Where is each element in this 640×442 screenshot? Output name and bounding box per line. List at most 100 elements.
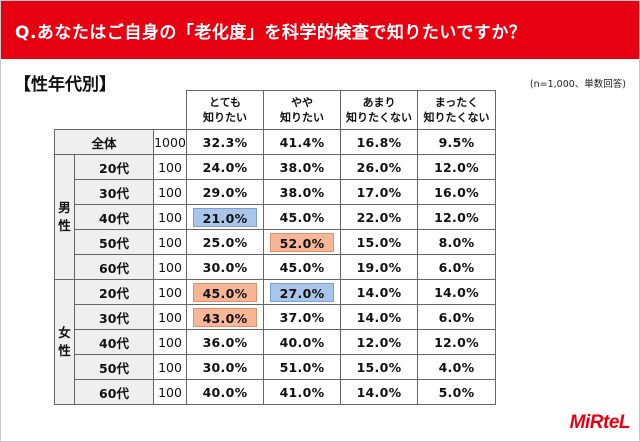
cell-value: 14.0% xyxy=(356,384,402,400)
percentage-cell: 45.0% xyxy=(186,279,264,305)
percentage-cell: 26.0% xyxy=(340,154,418,180)
percentage-cell: 6.0% xyxy=(417,254,496,280)
percentage-cell: 27.0% xyxy=(263,279,341,305)
cell-value: 15.0% xyxy=(356,234,402,250)
sample-size: 100 xyxy=(153,354,187,380)
sample-size: 100 xyxy=(153,229,187,255)
age-label: 30代 xyxy=(74,179,154,205)
cell-value: 16.0% xyxy=(434,184,479,200)
percentage-cell: 45.0% xyxy=(263,204,341,230)
percentage-cell: 51.0% xyxy=(263,354,341,380)
cell-value: 14.0% xyxy=(434,284,479,300)
cell-value: 22.0% xyxy=(356,209,402,225)
column-header: とても 知りたい xyxy=(186,90,264,130)
cell-value: 6.0% xyxy=(438,259,475,275)
cell-value: 38.0% xyxy=(279,159,325,175)
sample-note: (n=1,000、単数回答) xyxy=(529,79,626,90)
cell-value: 30.0% xyxy=(202,259,248,275)
sample-size: 100 xyxy=(153,279,187,305)
percentage-cell: 17.0% xyxy=(340,179,418,205)
table-row: 男性 20代 100 24.0% 38.0% 26.0% 12.0% xyxy=(54,154,496,280)
sample-size: 100 xyxy=(153,304,187,330)
cell-value: 12.0% xyxy=(434,209,479,225)
question-text: Q.あなたはご自身の「老化度」を科学的検査で知りたいですか？ xyxy=(15,22,527,43)
cell-value: 45.0% xyxy=(279,209,325,225)
table-row: 50代 100 30.0% 51.0% 15.0% 4.0% xyxy=(55,354,496,380)
table-row: 60代 100 30.0% 45.0% 19.0% 6.0% xyxy=(55,254,496,280)
sample-size: 100 xyxy=(153,254,187,280)
table-row: 60代 100 40.0% 41.0% 14.0% 5.0% xyxy=(55,379,496,405)
sample-size: 100 xyxy=(153,379,187,405)
cell-value: 5.0% xyxy=(438,384,475,400)
percentage-cell: 52.0% xyxy=(263,229,341,255)
percentage-cell: 12.0% xyxy=(417,154,496,180)
section-title: 【性年代別】 xyxy=(14,75,116,95)
header-blank xyxy=(55,91,187,130)
cell-value: 26.0% xyxy=(356,159,402,175)
percentage-cell: 5.0% xyxy=(417,379,496,405)
sample-size: 100 xyxy=(153,179,187,205)
percentage-cell: 16.0% xyxy=(417,179,496,205)
cell-value: 38.0% xyxy=(279,184,325,200)
highlight-high-value: 43.0% xyxy=(193,307,257,327)
cell-value: 14.0% xyxy=(356,309,402,325)
percentage-cell: 40.0% xyxy=(186,379,264,405)
highlight-low-value: 27.0% xyxy=(270,282,334,302)
percentage-cell: 15.0% xyxy=(340,229,418,255)
gender-group-char: 男 xyxy=(58,200,71,215)
gender-group-label: 男性 xyxy=(54,154,75,280)
percentage-cell: 38.0% xyxy=(263,179,341,205)
cell-value: 25.0% xyxy=(202,234,248,250)
percentage-cell: 14.0% xyxy=(340,304,418,330)
sample-size: 100 xyxy=(153,329,187,355)
cell-value: 12.0% xyxy=(434,334,479,350)
cell-value: 8.0% xyxy=(438,234,475,250)
percentage-cell: 12.0% xyxy=(340,329,418,355)
cell-value: 24.0% xyxy=(202,159,248,175)
cell-value: 40.0% xyxy=(202,384,248,400)
cell-value: 37.0% xyxy=(279,309,325,325)
cell-value: 17.0% xyxy=(356,184,402,200)
cell-value: 45.0% xyxy=(279,259,325,275)
percentage-cell: 22.0% xyxy=(340,204,418,230)
cell-value: 40.0% xyxy=(279,334,325,350)
highlight-high-value: 45.0% xyxy=(193,282,257,302)
cell-value: 12.0% xyxy=(434,159,479,175)
percentage-cell: 30.0% xyxy=(186,354,264,380)
age-label: 20代 xyxy=(74,154,154,180)
cell-value: 6.0% xyxy=(438,309,475,325)
total-value: 9.5% xyxy=(417,129,496,155)
column-header-line2: 知りたい xyxy=(203,111,247,124)
header-row: とても 知りたい やや 知りたい あまり 知りたくない まったく 知りたくない xyxy=(55,90,496,130)
gender-group-char: 性 xyxy=(58,218,71,233)
percentage-cell: 14.0% xyxy=(417,279,496,305)
percentage-cell: 14.0% xyxy=(340,279,418,305)
gender-group-char: 女 xyxy=(58,325,71,340)
percentage-cell: 40.0% xyxy=(263,329,341,355)
age-label: 30代 xyxy=(74,304,154,330)
age-label: 40代 xyxy=(74,204,154,230)
column-header-line1: とても xyxy=(208,96,242,109)
age-label: 50代 xyxy=(74,229,154,255)
age-label: 60代 xyxy=(74,379,154,405)
age-label: 50代 xyxy=(74,354,154,380)
column-header-line1: やや xyxy=(291,96,313,109)
column-header-line2: 知りたい xyxy=(280,111,324,124)
total-value: 16.8% xyxy=(340,129,418,155)
percentage-cell: 38.0% xyxy=(263,154,341,180)
cell-value: 4.0% xyxy=(438,359,475,375)
percentage-cell: 12.0% xyxy=(417,204,496,230)
table-row: 40代 100 36.0% 40.0% 12.0% 12.0% xyxy=(55,329,496,355)
age-label: 20代 xyxy=(74,279,154,305)
sample-size: 100 xyxy=(153,204,187,230)
table-row: 40代 100 21.0% 45.0% 22.0% 12.0% xyxy=(55,204,496,230)
percentage-cell: 43.0% xyxy=(186,304,264,330)
percentage-cell: 4.0% xyxy=(417,354,496,380)
age-label: 60代 xyxy=(74,254,154,280)
column-header-line2: 知りたくない xyxy=(346,111,412,124)
column-header-line1: あまり xyxy=(362,96,396,109)
table-row: 30代 100 43.0% 37.0% 14.0% 6.0% xyxy=(55,304,496,330)
highlight-low-value: 21.0% xyxy=(193,207,257,227)
percentage-cell: 6.0% xyxy=(417,304,496,330)
percentage-cell: 19.0% xyxy=(340,254,418,280)
